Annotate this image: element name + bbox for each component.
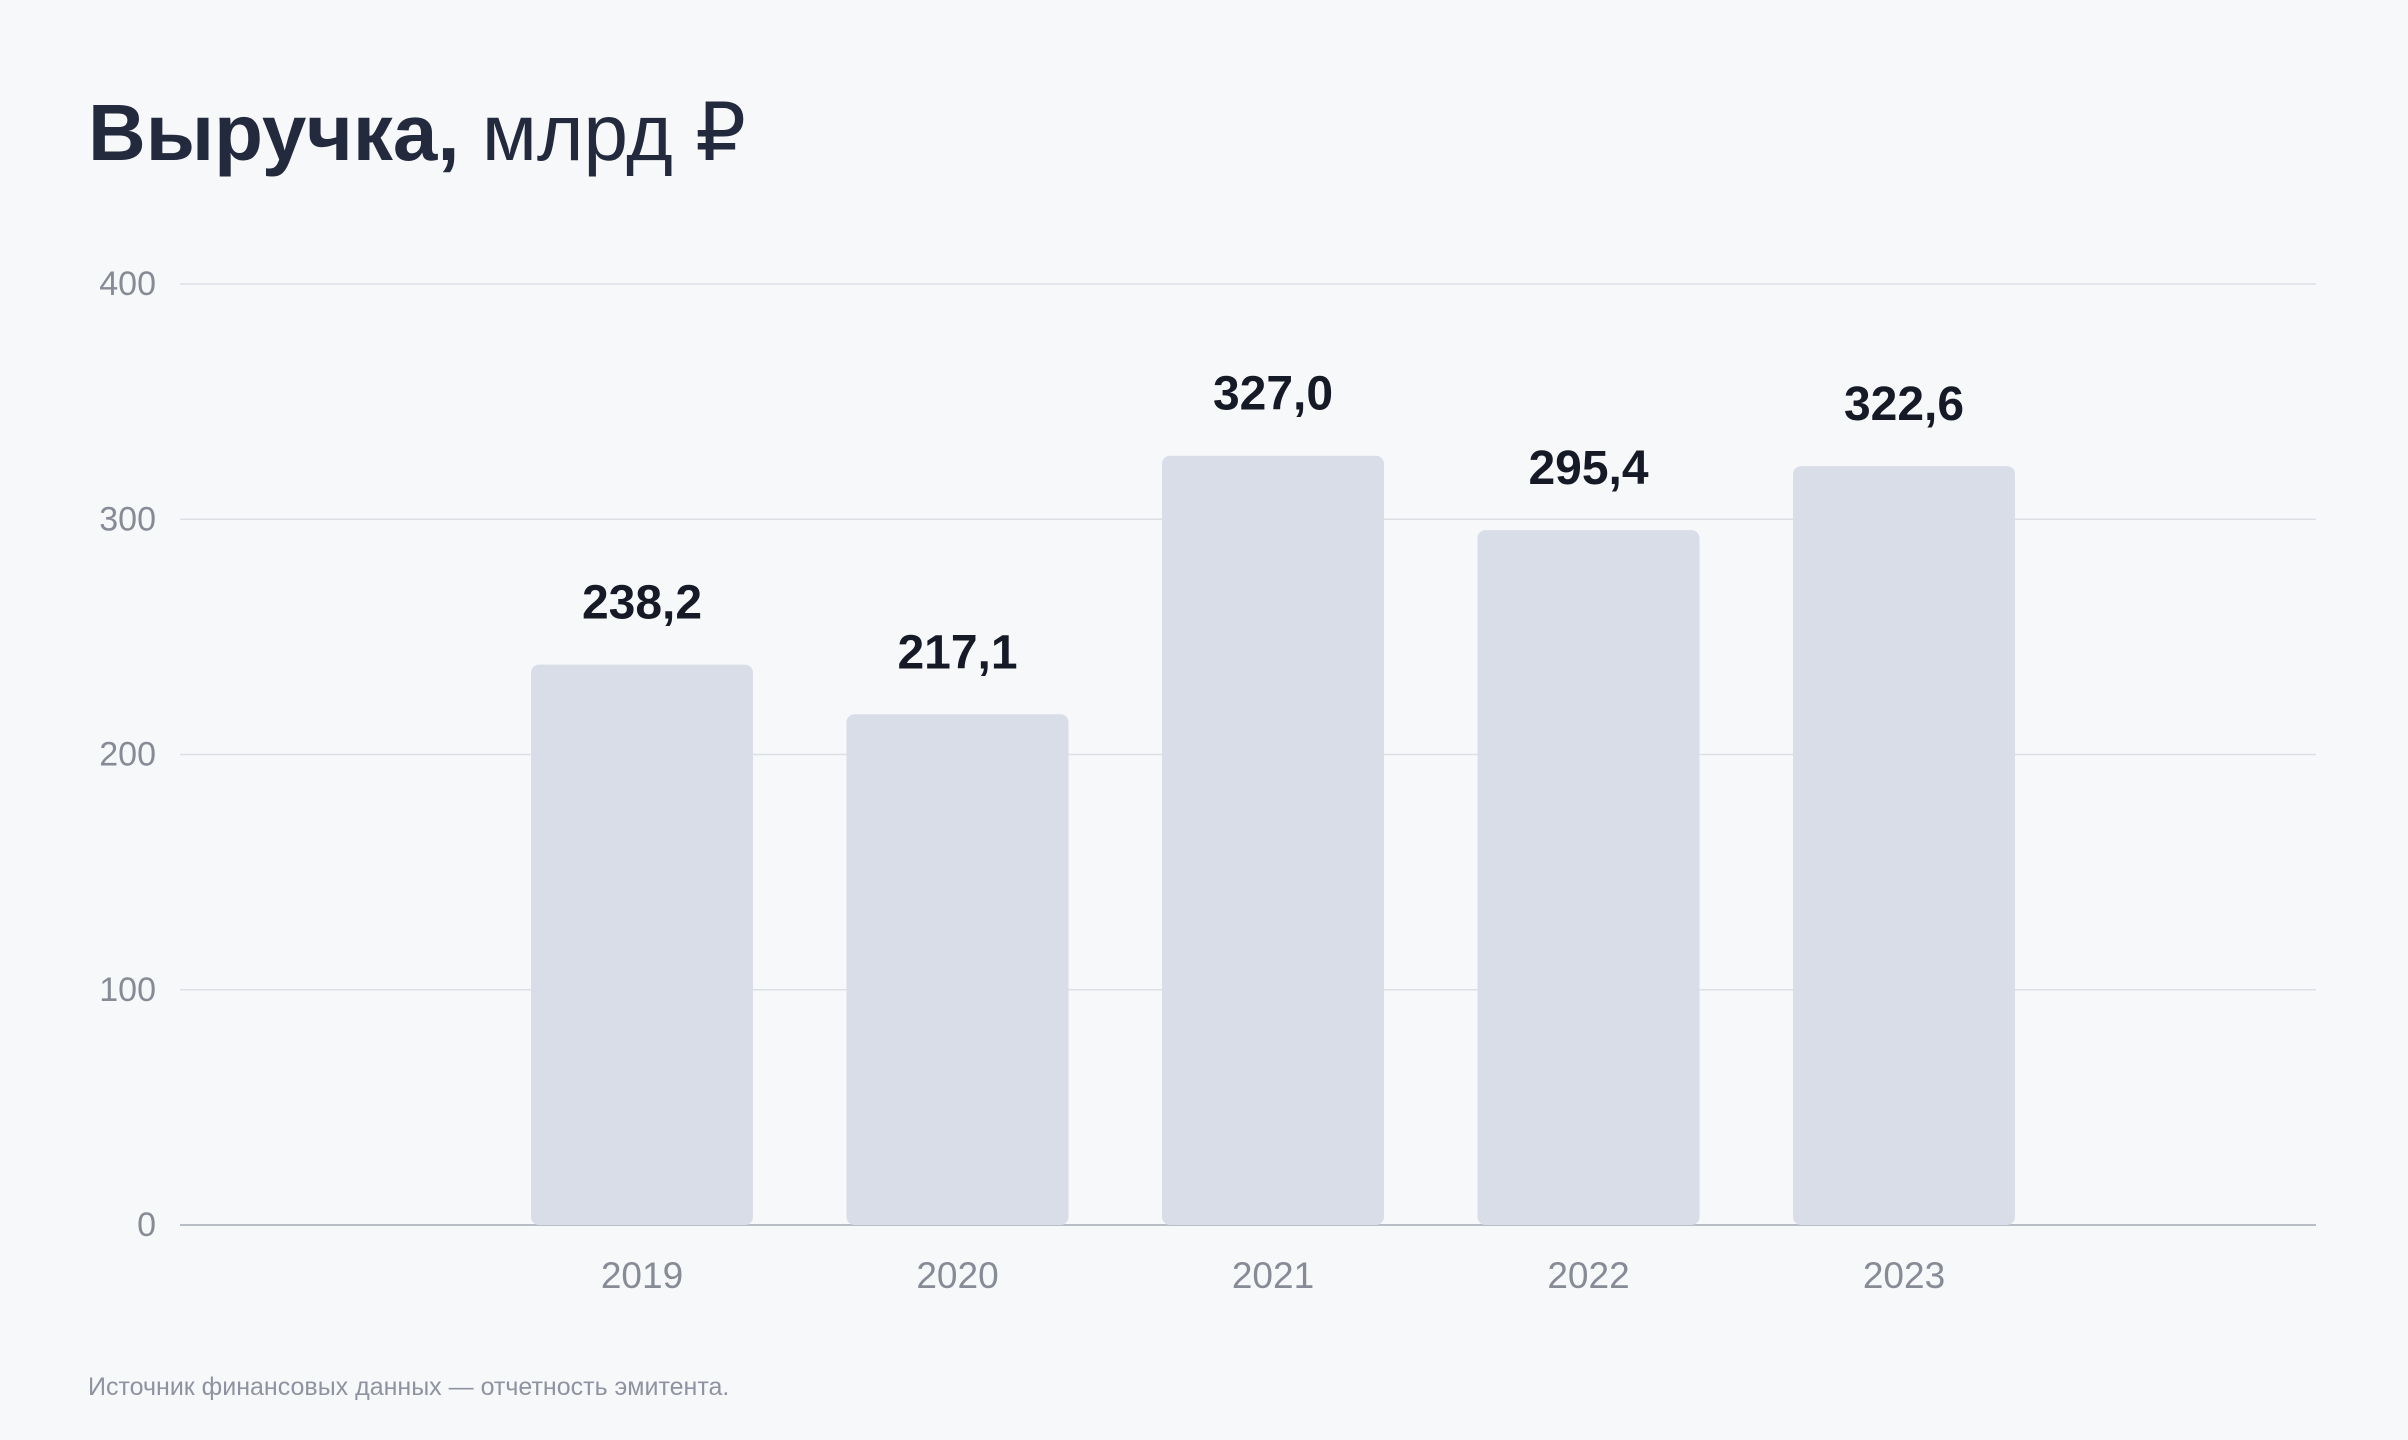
x-tick-label-2023: 2023: [1863, 1255, 1945, 1296]
bars-layer: [531, 455, 2015, 1225]
x-tick-label-2020: 2020: [916, 1255, 998, 1296]
source-footnote: Источник финансовых данных — отчетность …: [88, 1373, 730, 1401]
y-tick-label-0: 0: [137, 1206, 156, 1244]
bar-2022: [1477, 530, 1700, 1225]
x-tick-label-2021: 2021: [1232, 1255, 1314, 1296]
value-label-2019: 238,2: [582, 577, 702, 630]
value-label-2021: 327,0: [1213, 368, 1333, 421]
value-label-2020: 217,1: [897, 626, 1017, 679]
bar-2023: [1793, 466, 2015, 1225]
x-tick-label-2019: 2019: [601, 1255, 683, 1296]
y-tick-label-300: 300: [99, 500, 156, 538]
value-label-2022: 295,4: [1528, 442, 1648, 495]
value-label-2023: 322,6: [1844, 378, 1964, 431]
x-tick-label-2022: 2022: [1547, 1255, 1629, 1296]
y-tick-label-200: 200: [99, 736, 156, 774]
chart-title: Выручка, млрд ₽: [88, 78, 746, 188]
bar-2021: [1162, 455, 1384, 1225]
chart-title-main: Выручка,: [88, 88, 460, 177]
y-tick-label-400: 400: [99, 265, 156, 303]
bar-2019: [531, 664, 753, 1225]
labels-layer: 0 100 200 300 400 238,2 2019 217,1 2020 327,0 2021…: [99, 265, 1964, 1296]
y-tick-label-100: 100: [99, 971, 156, 1009]
chart-title-unit: млрд ₽: [481, 88, 746, 177]
bar-2020: [846, 714, 1069, 1225]
